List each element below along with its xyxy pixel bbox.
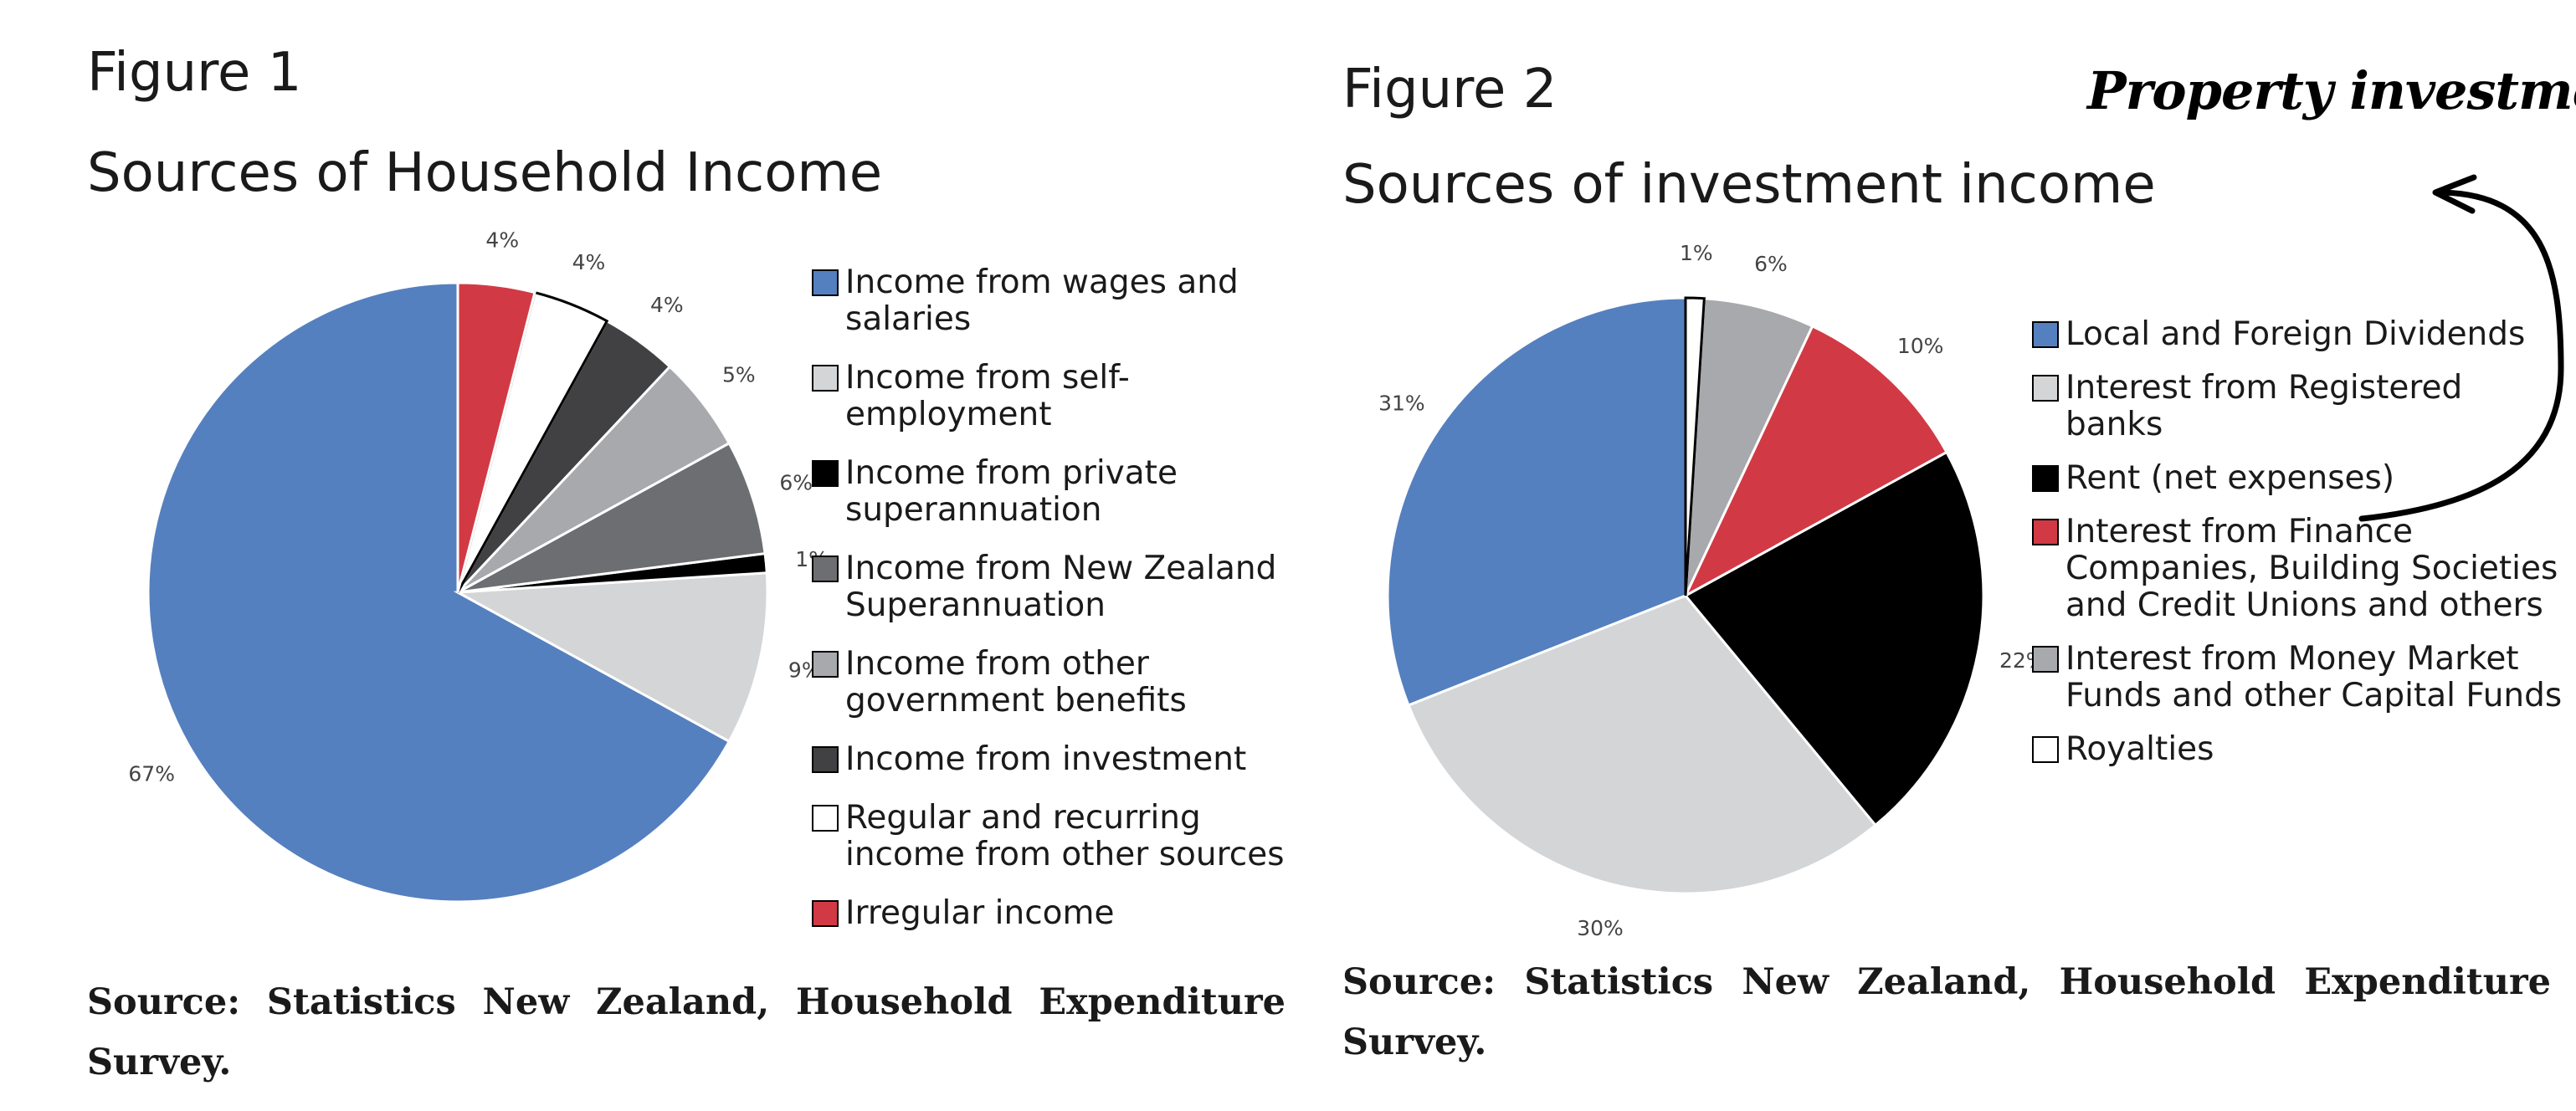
- legend-label: Income from private superannuation: [845, 454, 1178, 529]
- legend-item: Interest from Money Market Funds and oth…: [2032, 641, 2568, 714]
- legend-label: Income from wages and salaries: [845, 264, 1239, 338]
- pie-slice-local-and-foreign-dividends: [1386, 296, 1687, 707]
- legend-swatch: [2032, 646, 2059, 673]
- legend-item: Income from New Zealand Superannuation: [812, 550, 1306, 624]
- pie-slice-label: 4%: [650, 293, 684, 317]
- legend-label: Interest from Registered banks: [2065, 369, 2463, 443]
- legend-label: Regular and recurring income from other …: [845, 799, 1285, 873]
- legend-item: Rent (net expenses): [2032, 460, 2568, 497]
- chart-legend: Income from wages and salaries Income fro…: [812, 264, 1306, 954]
- chart-title: Sources of investment income: [1342, 154, 2156, 216]
- figure-label: Figure 1: [87, 42, 302, 104]
- legend-label: Interest from Money Market Funds and oth…: [2065, 640, 2563, 714]
- legend-swatch: [812, 805, 839, 832]
- pie-slice-label: 30%: [1577, 916, 1624, 940]
- legend-swatch: [812, 746, 839, 773]
- pie-slice-income-from-self-employment: [453, 571, 769, 744]
- handwritten-annotation: Property investment: [2087, 60, 2576, 121]
- legend-label: Income from self-employment: [845, 359, 1130, 433]
- pie-chart-investment-income: 31%30%22%10%6%1%: [1378, 174, 2564, 940]
- pie-slice-label: 10%: [1897, 334, 1944, 358]
- legend-item: Regular and recurring income from other …: [812, 800, 1306, 873]
- legend-item: Income from wages and salaries: [812, 264, 1306, 338]
- legend-label: Income from other government benefits: [845, 645, 1187, 719]
- pie-slice-interest-from-registered-banks: [1407, 594, 1878, 895]
- pie-slice-label: 6%: [1754, 252, 1788, 276]
- legend-item: Local and Foreign Dividends: [2032, 316, 2568, 353]
- legend-swatch: [2032, 519, 2059, 545]
- legend-label: Local and Foreign Dividends: [2065, 315, 2526, 353]
- legend-swatch: [2032, 321, 2059, 348]
- source-note: Source: Statistics New Zealand, Househol…: [87, 981, 1285, 1083]
- pie-slice-label: 5%: [722, 363, 756, 387]
- pie-slice-irregular-income: [456, 281, 536, 593]
- chart-legend: Local and Foreign Dividends Interest from…: [2032, 316, 2568, 785]
- pie-chart-household-income: 67%9%1%6%5%4%4%4%: [128, 228, 829, 904]
- pie-slice-label: 6%: [779, 471, 813, 495]
- legend-swatch: [812, 651, 839, 678]
- legend-item: Interest from Registered banks: [2032, 370, 2568, 443]
- legend-swatch: [812, 365, 839, 392]
- legend-label: Income from investment: [845, 740, 1247, 778]
- legend-swatch: [2032, 465, 2059, 492]
- pie-slice-label: 4%: [485, 228, 519, 252]
- legend-item: Income from investment: [812, 741, 1306, 778]
- chart-title: Sources of Household Income: [87, 142, 883, 204]
- pie-slice-interest-from-money-market-funds-and-other-capital-funds: [1684, 297, 1814, 596]
- legend-item: Interest from Finance Companies, Buildin…: [2032, 514, 2568, 624]
- legend-swatch: [812, 556, 839, 582]
- legend-swatch: [2032, 375, 2059, 402]
- figure-1-panel: Figure 1 Sources of Household Income 67%…: [87, 42, 1306, 1083]
- figure-label: Figure 2: [1342, 59, 1557, 120]
- legend-swatch: [2032, 736, 2059, 763]
- legend-label: Income from New Zealand Superannuation: [845, 550, 1277, 624]
- legend-item: Income from self-employment: [812, 360, 1306, 433]
- annotation-arrowhead: [2432, 174, 2477, 214]
- legend-label: Rent (net expenses): [2065, 459, 2395, 497]
- legend-item: Irregular income: [812, 895, 1306, 932]
- legend-swatch: [812, 900, 839, 927]
- pie-slice-income-from-new-zealand-superannuation: [457, 441, 767, 594]
- pie-slice-rent-net-expenses: [1683, 450, 1985, 827]
- figure-2-panel: Figure 2 Sources of investment income 31…: [1306, 0, 2576, 1111]
- pie-slice-income-from-wages-and-salaries: [146, 281, 731, 904]
- pie-slice-label: 31%: [1378, 392, 1425, 416]
- legend-swatch: [812, 269, 839, 296]
- pie-slice-label: 67%: [128, 761, 175, 786]
- pie-slice-interest-from-finance-companies-building-societies-and-credit-unions-and-others: [1682, 324, 1949, 599]
- annotation-arrow: [2358, 189, 2564, 522]
- legend-label: Irregular income: [845, 894, 1115, 932]
- pie-slice-label: 1%: [1680, 241, 1713, 265]
- source-note: Source: Statistics New Zealand, Househol…: [1342, 961, 2551, 1063]
- legend-item: Income from other government benefits: [812, 646, 1306, 719]
- pie-slice-label: 4%: [572, 250, 606, 274]
- legend-item: Royalties: [2032, 731, 2568, 768]
- legend-label: Interest from Finance Companies, Buildin…: [2065, 513, 2558, 624]
- pie-slice-outline: [1684, 296, 1706, 596]
- legend-item: Income from private superannuation: [812, 455, 1306, 529]
- legend-swatch: [812, 460, 839, 487]
- legend-label: Royalties: [2065, 730, 2214, 768]
